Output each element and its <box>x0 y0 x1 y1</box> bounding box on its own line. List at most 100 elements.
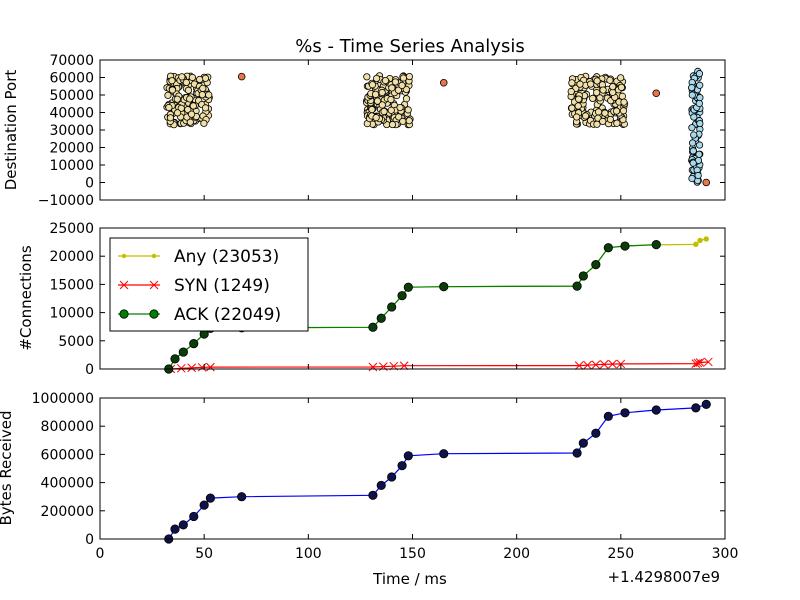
scatter-point <box>573 113 581 121</box>
scatter-point <box>593 77 601 85</box>
series-point <box>237 492 247 502</box>
series-point <box>170 354 180 364</box>
series-point <box>599 360 609 369</box>
bytes-received-ylabel: Bytes Received <box>0 410 15 525</box>
scatter-point <box>402 95 411 103</box>
legend-marker <box>119 280 129 290</box>
series-point <box>695 358 705 367</box>
series-point <box>608 359 617 369</box>
bytes-received-ticks: 0 200000 400000 600000 800000 1000000 0 50 100 15… <box>32 391 739 562</box>
y-tick-label: 0 <box>85 362 94 378</box>
series-line <box>168 403 707 540</box>
series-point <box>591 360 601 370</box>
series-point <box>591 260 601 270</box>
scatter-point <box>388 84 396 92</box>
scatter-point <box>173 95 181 103</box>
scatter-point <box>237 72 246 81</box>
scatter-point <box>618 92 626 100</box>
series-point <box>439 282 449 292</box>
y-tick-label: 10000 <box>49 306 94 322</box>
scatter-point <box>652 89 661 98</box>
scatter-point <box>696 94 704 102</box>
destination-port-marks <box>163 67 711 187</box>
bytes-received-marks <box>164 399 711 544</box>
scatter-point <box>606 76 614 84</box>
series-point <box>189 511 199 522</box>
scatter-point <box>689 159 697 167</box>
y-tick-label: 30000 <box>49 123 94 139</box>
scatter-point <box>620 98 628 106</box>
connections-ylabel: #Connections <box>17 245 35 350</box>
scatter-point <box>689 147 697 155</box>
series-point <box>603 243 613 253</box>
scatter-point <box>567 87 575 96</box>
scatter-point <box>378 101 386 109</box>
scatter-point <box>196 75 204 84</box>
scatter-point <box>182 78 190 87</box>
y-tick-label: 0 <box>85 532 94 548</box>
series-point <box>651 240 661 250</box>
series-point <box>439 449 449 459</box>
legend-marker <box>149 309 159 319</box>
scatter-point <box>688 91 696 99</box>
destination-port-ylabel: Destination Port <box>2 70 20 191</box>
x-tick-label: 250 <box>607 546 634 562</box>
scatter-point <box>690 113 698 121</box>
series-point <box>620 241 630 251</box>
scatter-point <box>188 73 197 82</box>
scatter-point <box>695 99 703 108</box>
scatter-point <box>184 86 193 94</box>
scatter-point <box>688 174 696 183</box>
legend-marker <box>149 280 159 290</box>
legend-label: Any (23053) <box>174 247 279 267</box>
y-tick-label: 600000 <box>41 447 94 463</box>
scatter-point <box>596 94 604 102</box>
series-point <box>399 361 409 371</box>
y-tick-label: 70000 <box>49 53 94 69</box>
series-point <box>572 448 582 458</box>
x-tick-label: 50 <box>195 546 213 562</box>
scatter-point <box>405 117 413 125</box>
series-point <box>403 451 413 461</box>
series-point <box>583 360 592 370</box>
scatter-point <box>599 117 607 126</box>
scatter-point <box>617 83 626 91</box>
series-point <box>368 490 378 500</box>
scatter-point <box>617 74 625 82</box>
series-point <box>205 493 216 503</box>
scatter-point <box>186 118 194 126</box>
series-point <box>197 362 207 372</box>
scatter-point <box>587 80 595 88</box>
series-point <box>701 399 711 409</box>
scatter-point <box>205 91 213 99</box>
figure-title: %s - Time Series Analysis <box>295 36 524 57</box>
scatter-point <box>405 72 414 81</box>
legend-marker <box>121 253 127 259</box>
scatter-point <box>368 105 376 114</box>
scatter-point <box>696 119 704 128</box>
scatter-point <box>575 95 583 103</box>
scatter-point <box>594 108 603 116</box>
y-tick-label: 5000 <box>58 334 94 350</box>
legend-label: SYN (1249) <box>174 276 270 296</box>
scatter-point <box>576 80 584 88</box>
series-point <box>574 361 584 370</box>
scatter-point <box>363 73 371 81</box>
series-point <box>620 408 630 418</box>
series-point <box>206 362 215 372</box>
series-point <box>403 282 413 292</box>
series-point <box>376 480 386 491</box>
scatter-point <box>165 103 173 112</box>
scatter-point <box>378 88 386 97</box>
scatter-point <box>690 131 698 139</box>
scatter-point <box>612 107 621 115</box>
scatter-point <box>404 106 412 114</box>
scatter-point <box>396 103 404 112</box>
series-point <box>178 520 188 530</box>
scatter-point <box>178 73 186 81</box>
y-tick-label: −10000 <box>38 193 94 209</box>
scatter-point <box>164 91 172 99</box>
scatter-point <box>168 86 177 94</box>
